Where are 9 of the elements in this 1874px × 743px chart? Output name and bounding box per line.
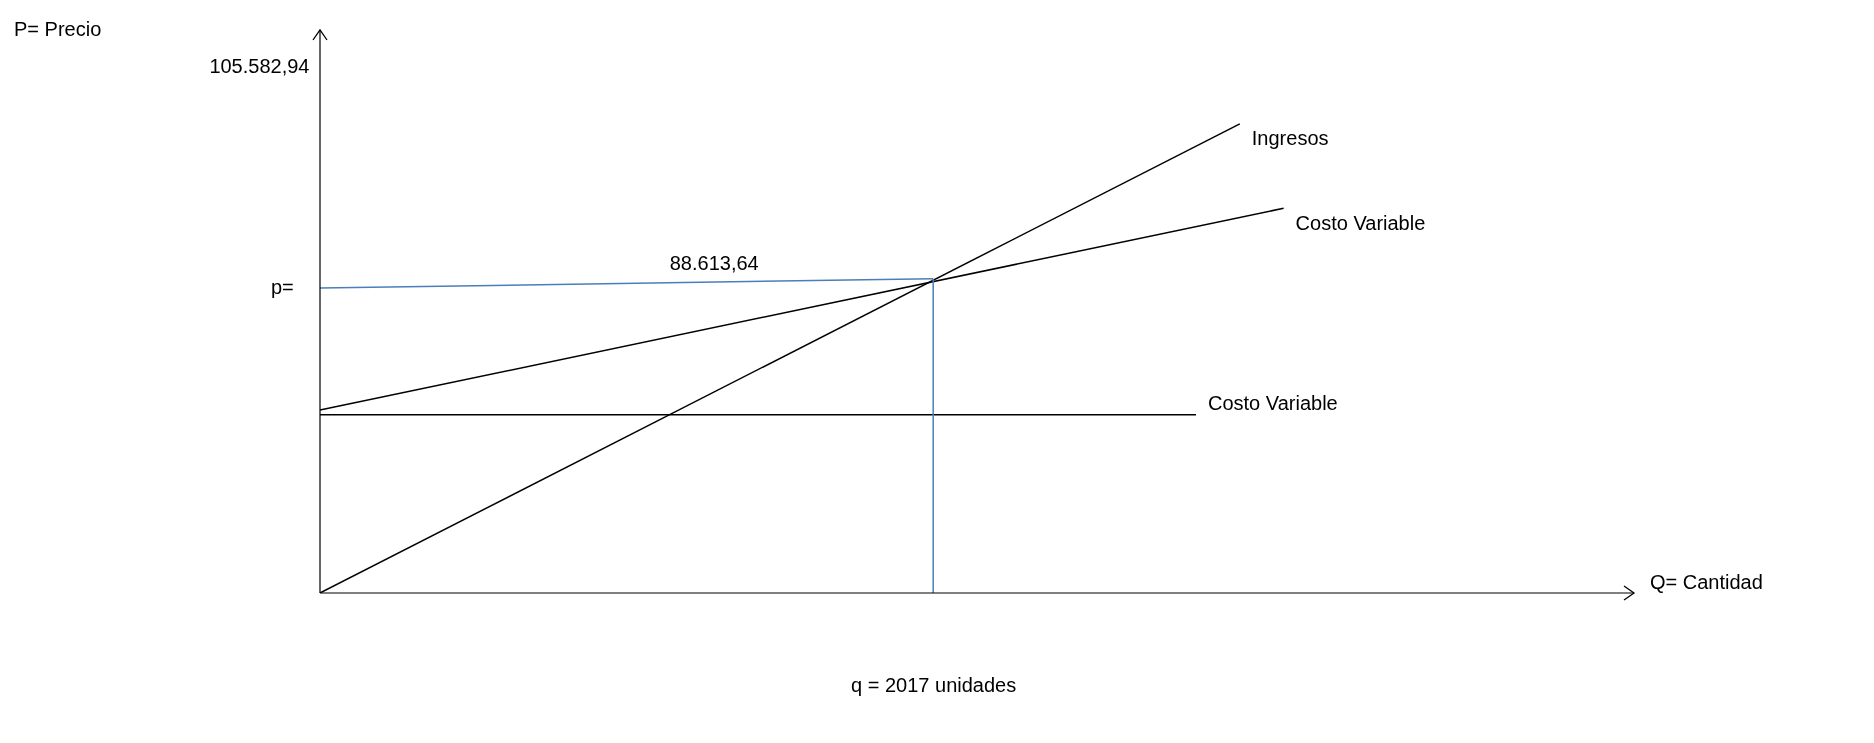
series-label: Ingresos — [1251, 127, 1329, 150]
text: q = 2017 unidades — [851, 674, 1017, 697]
x-axis-title: Q= Cantidad — [1650, 570, 1763, 593]
text: 105.582,94 — [209, 55, 310, 78]
text: P= Precio — [14, 17, 102, 40]
series-label: Costo Variable — [1208, 392, 1338, 415]
series-label: Costo Variable — [1295, 211, 1426, 234]
text: p= — [270, 275, 294, 298]
annotation: 88.613,64 — [669, 252, 759, 275]
